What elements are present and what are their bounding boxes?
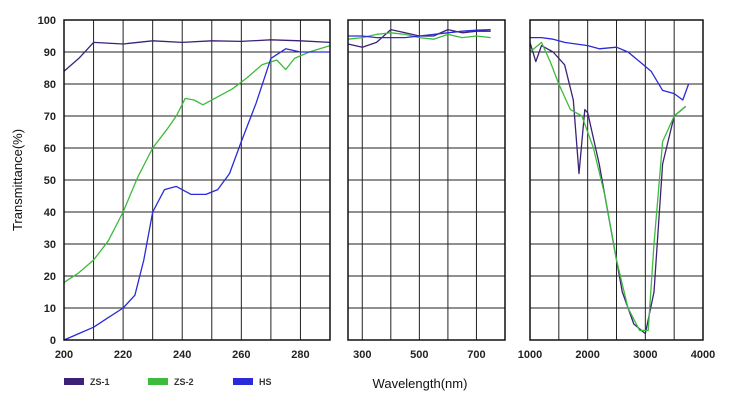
y-tick-label: 20 — [44, 271, 56, 283]
y-tick-label: 100 — [38, 15, 56, 27]
series-line-zs-2 — [529, 41, 687, 332]
y-tick-label: 50 — [44, 175, 56, 187]
y-axis-label: Transmittance(%) — [10, 129, 25, 231]
series-line-zs-1 — [529, 42, 687, 335]
x-tick-label: 1000 — [518, 349, 542, 361]
y-tick-label: 40 — [44, 207, 56, 219]
x-tick-label: 280 — [291, 349, 309, 361]
legend-swatch-hs — [233, 378, 253, 385]
series-line-hs — [530, 36, 690, 101]
x-tick-label: 240 — [173, 349, 191, 361]
frame-layer — [63, 19, 704, 341]
x-tick-label: 4000 — [691, 349, 715, 361]
y-tick-label: 80 — [44, 79, 56, 91]
x-tick-label: 700 — [467, 349, 485, 361]
y-tick-label: 10 — [44, 303, 56, 315]
y-tick-label: 0 — [50, 335, 56, 347]
y-tick-label: 70 — [44, 111, 56, 123]
series-line-zs-2 — [347, 32, 491, 40]
series-layer — [63, 28, 690, 341]
x-tick-label: 2000 — [575, 349, 599, 361]
x-tick-label: 500 — [410, 349, 428, 361]
series-line-zs-1 — [63, 39, 331, 72]
x-tick-label: 3000 — [633, 349, 657, 361]
series-line-hs — [63, 48, 330, 341]
panel-frame — [529, 19, 704, 341]
x-tick-label: 300 — [353, 349, 371, 361]
legend-swatch-zs-2 — [148, 378, 168, 385]
legend-label-zs-1: ZS-1 — [90, 377, 110, 387]
panel-frame — [63, 19, 331, 341]
legend-label-zs-2: ZS-2 — [174, 377, 194, 387]
legend: ZS-1 ZS-2 HS — [64, 377, 272, 387]
panel-frame — [347, 19, 506, 341]
legend-label-hs: HS — [259, 377, 272, 387]
y-tick-label: 30 — [44, 239, 56, 251]
x-tick-label: 260 — [232, 349, 250, 361]
x-tick-label: 220 — [114, 349, 132, 361]
x-tick-label: 200 — [55, 349, 73, 361]
series-line-hs — [348, 28, 491, 39]
y-tick-label: 60 — [44, 143, 56, 155]
grid-layer — [64, 19, 703, 341]
series-line-zs-2 — [63, 44, 331, 283]
tick-layer: 200 220 240 260 280 300 500 700 1000 2000 3000 4000… — [38, 15, 716, 361]
legend-swatch-zs-1 — [64, 378, 84, 385]
y-tick-label: 90 — [44, 47, 56, 59]
x-axis-label: Wavelength(nm) — [373, 376, 468, 391]
